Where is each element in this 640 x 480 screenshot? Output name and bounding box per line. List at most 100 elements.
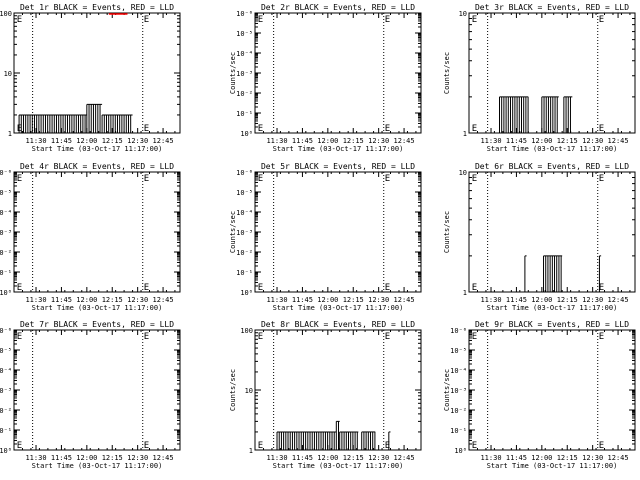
x-axis-label: Start Time (03-Oct-17 11:17:00) bbox=[32, 145, 163, 153]
y-tick-label: 10⁻³ bbox=[236, 229, 253, 237]
x-tick-label: 12:30 bbox=[582, 137, 603, 145]
x-tick-label: 12:15 bbox=[102, 296, 123, 304]
y-axis-label: Counts/sec bbox=[229, 211, 237, 253]
y-tick-label: 10⁻³ bbox=[236, 70, 253, 78]
y-tick-label: 10⁻⁴ bbox=[236, 209, 253, 217]
y-tick-label: 10 bbox=[245, 387, 253, 395]
y-axis-label: Counts/sec bbox=[443, 369, 451, 411]
plot-frame bbox=[468, 12, 636, 134]
y-tick-label: 10 bbox=[4, 70, 12, 78]
panel-title: Det 5r BLACK = Events, RED = LLD bbox=[261, 162, 415, 171]
e-marker-label: E bbox=[258, 174, 263, 184]
x-axis-label: Start Time (03-Oct-17 11:17:00) bbox=[487, 304, 618, 312]
x-tick-label: 12:00 bbox=[317, 296, 338, 304]
x-tick-label: 11:45 bbox=[51, 454, 72, 462]
x-tick-label: 12:45 bbox=[394, 454, 415, 462]
x-tick-label: 12:45 bbox=[394, 296, 415, 304]
detector-panel-8: Det 8r BLACK = Events, RED = LLD Counts/s… bbox=[229, 320, 422, 470]
y-tick-label: 10⁻⁵ bbox=[0, 189, 12, 197]
e-marker-label: E bbox=[385, 441, 390, 451]
x-axis-label: Start Time (03-Oct-17 11:17:00) bbox=[273, 462, 404, 470]
x-tick-label: 12:15 bbox=[102, 454, 123, 462]
e-marker-label: E bbox=[17, 441, 22, 451]
y-tick-label: 10⁰ bbox=[0, 447, 12, 455]
x-tick-label: 12:15 bbox=[343, 137, 364, 145]
detector-panel-5: Det 5r BLACK = Events, RED = LLD Counts/s… bbox=[229, 162, 422, 312]
e-marker-label: E bbox=[599, 441, 604, 451]
x-tick-label: 12:45 bbox=[608, 296, 629, 304]
e-marker-label: E bbox=[385, 15, 390, 25]
y-tick-label: 100 bbox=[0, 10, 12, 18]
x-tick-label: 11:45 bbox=[506, 137, 527, 145]
panel-title: Det 7r BLACK = Events, RED = LLD bbox=[20, 320, 174, 329]
y-tick-label: 10⁻² bbox=[450, 407, 467, 415]
plot-frame bbox=[13, 329, 181, 451]
detector-panel-9: Det 9r BLACK = Events, RED = LLD Counts/s… bbox=[443, 320, 636, 470]
y-tick-label: 10⁻¹ bbox=[0, 269, 12, 277]
y-tick-label: 10⁻⁶ bbox=[236, 10, 253, 18]
y-tick-label: 10⁻⁵ bbox=[236, 189, 253, 197]
x-tick-label: 12:30 bbox=[127, 454, 148, 462]
detector-panel-2: Det 2r BLACK = Events, RED = LLD Counts/s… bbox=[229, 3, 422, 153]
x-tick-label: 11:45 bbox=[51, 296, 72, 304]
y-tick-label: 10⁻² bbox=[0, 407, 12, 415]
panel-title: Det 1r BLACK = Events, RED = LLD bbox=[20, 3, 174, 12]
y-tick-label: 10⁰ bbox=[454, 447, 467, 455]
x-tick-label: 11:45 bbox=[506, 296, 527, 304]
e-marker-label: E bbox=[17, 283, 22, 293]
y-tick-label: 10⁻¹ bbox=[236, 269, 253, 277]
panel-title: Det 3r BLACK = Events, RED = LLD bbox=[475, 3, 629, 12]
x-tick-label: 11:30 bbox=[266, 296, 287, 304]
detector-panel-7: Det 7r BLACK = Events, RED = LLDCounts/s… bbox=[0, 320, 181, 470]
detector-panel-1: Det 1r BLACK = Events, RED = LLDCounts/s… bbox=[0, 3, 181, 153]
y-tick-label: 10⁻¹ bbox=[450, 427, 467, 435]
e-marker-label: E bbox=[385, 283, 390, 293]
y-tick-label: 10⁻³ bbox=[0, 229, 12, 237]
detector-panel-4: Det 4r BLACK = Events, RED = LLDCounts/s… bbox=[0, 162, 181, 312]
e-marker-label: E bbox=[599, 332, 604, 342]
detector-panel-3: Det 3r BLACK = Events, RED = LLD Counts/s… bbox=[443, 3, 636, 153]
x-tick-label: 12:45 bbox=[153, 454, 174, 462]
e-marker-label: E bbox=[599, 124, 604, 134]
y-tick-label: 10⁰ bbox=[0, 289, 12, 297]
y-tick-label: 10⁻³ bbox=[0, 387, 12, 395]
y-tick-label: 10⁻⁴ bbox=[0, 209, 12, 217]
y-tick-label: 10⁻¹ bbox=[0, 427, 12, 435]
x-tick-label: 12:00 bbox=[76, 454, 97, 462]
y-tick-label: 10⁻¹ bbox=[236, 110, 253, 118]
y-tick-label: 10⁻² bbox=[236, 249, 253, 257]
x-tick-label: 12:15 bbox=[343, 454, 364, 462]
e-marker-label: E bbox=[144, 15, 149, 25]
e-marker-label: E bbox=[258, 332, 263, 342]
y-tick-label: 10⁻⁵ bbox=[450, 347, 467, 355]
e-marker-label: E bbox=[17, 332, 22, 342]
y-tick-label: 10⁻⁴ bbox=[0, 367, 12, 375]
y-tick-label: 10⁻⁵ bbox=[0, 347, 12, 355]
e-marker-label: E bbox=[258, 283, 263, 293]
e-marker-label: E bbox=[385, 174, 390, 184]
e-marker-label: E bbox=[258, 15, 263, 25]
x-tick-label: 11:30 bbox=[266, 137, 287, 145]
y-axis-label: Counts/sec bbox=[229, 369, 237, 411]
y-tick-label: 1 bbox=[8, 130, 12, 138]
x-tick-label: 12:15 bbox=[343, 296, 364, 304]
x-axis-label: Start Time (03-Oct-17 11:17:00) bbox=[273, 145, 404, 153]
y-tick-label: 1 bbox=[463, 289, 467, 297]
x-tick-label: 12:00 bbox=[76, 137, 97, 145]
e-marker-label: E bbox=[472, 332, 477, 342]
y-tick-label: 10⁻³ bbox=[450, 387, 467, 395]
x-tick-label: 12:00 bbox=[317, 137, 338, 145]
x-tick-label: 12:30 bbox=[127, 137, 148, 145]
x-tick-label: 12:15 bbox=[557, 137, 578, 145]
y-tick-label: 10 bbox=[459, 169, 467, 177]
plot-frame bbox=[254, 171, 422, 293]
x-axis-label: Start Time (03-Oct-17 11:17:00) bbox=[487, 462, 618, 470]
x-tick-label: 11:30 bbox=[480, 454, 501, 462]
x-tick-label: 12:15 bbox=[102, 137, 123, 145]
e-marker-label: E bbox=[144, 283, 149, 293]
x-tick-label: 11:30 bbox=[266, 454, 287, 462]
e-marker-label: E bbox=[472, 124, 477, 134]
x-tick-label: 12:45 bbox=[153, 137, 174, 145]
y-tick-label: 10⁻² bbox=[0, 249, 12, 257]
